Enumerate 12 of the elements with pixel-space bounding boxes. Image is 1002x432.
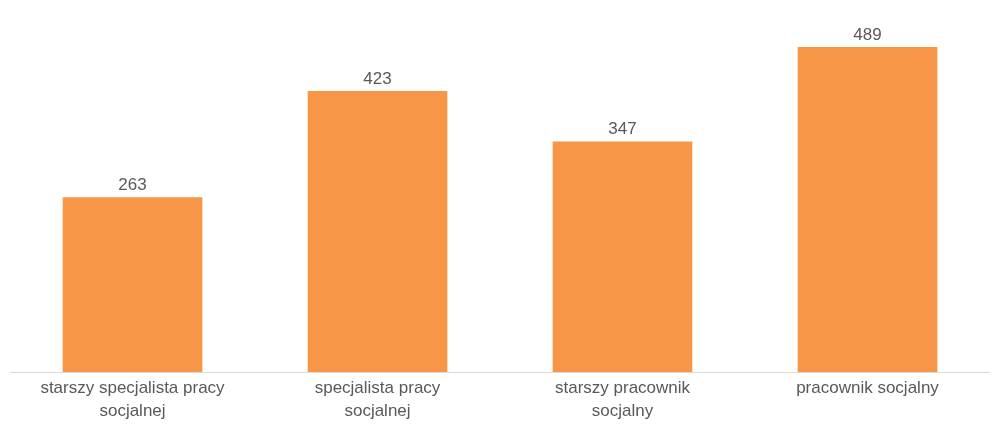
data-label: 489 (853, 25, 882, 45)
data-label: 347 (608, 119, 637, 139)
bar (797, 47, 938, 372)
bar (62, 197, 203, 372)
data-label: 263 (118, 175, 147, 195)
x-tick-label: starszy specjalista pracy socjalnej (40, 378, 226, 420)
x-tick-label: starszy pracownik socjalny (554, 378, 691, 420)
bar (552, 141, 693, 372)
x-tick-label: specjalista pracy socjalnej (314, 378, 441, 420)
x-tick-label: pracownik socjalny (796, 378, 940, 398)
bar (307, 90, 448, 372)
data-label: 423 (363, 68, 392, 88)
